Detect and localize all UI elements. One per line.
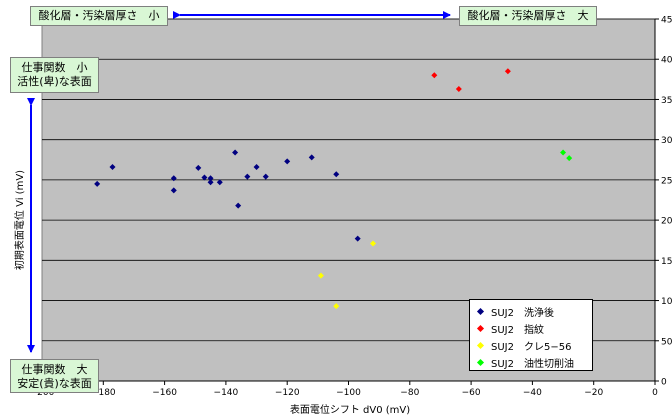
y-tick-label: 450 — [661, 16, 672, 26]
data-point-series-0 — [109, 164, 116, 171]
legend-marker-fingerprint — [476, 324, 485, 333]
data-points — [94, 68, 573, 310]
annotation-thick-layer: 酸化層・汚染層厚さ 大 — [459, 6, 597, 26]
x-axis-title: 表面電位シフト dV0 (mV) — [290, 403, 410, 416]
data-point-series-0 — [216, 179, 223, 186]
legend: SUJ2 洗浄後 SUJ2 指紋 SUJ2 クレ5−56 SUJ2 油性切削油 — [469, 299, 593, 371]
data-point-series-3 — [560, 149, 567, 156]
data-point-series-1 — [455, 85, 462, 92]
x-tick-label: 0 — [652, 388, 658, 398]
x-tick-label: −20 — [584, 388, 603, 398]
data-point-series-0 — [244, 173, 251, 180]
data-point-series-1 — [431, 72, 438, 79]
legend-label-kure556: SUJ2 クレ5−56 — [491, 342, 572, 353]
y-tick-label: 350 — [661, 96, 672, 106]
x-tick-label: −100 — [336, 388, 361, 398]
data-point-series-0 — [333, 171, 340, 178]
annotation-low-workfunction-line2: 活性(卑)な表面 — [17, 75, 92, 88]
y-tick-label: 300 — [661, 136, 672, 146]
data-point-series-0 — [94, 180, 101, 187]
legend-item-cleaned: SUJ2 洗浄後 — [476, 303, 592, 320]
data-point-series-0 — [201, 174, 208, 181]
x-tick-label: −60 — [462, 388, 481, 398]
axes: 050100150200250300350400450−200−180−160−… — [30, 16, 672, 399]
legend-item-fingerprint: SUJ2 指紋 — [476, 320, 592, 337]
data-point-series-0 — [253, 164, 260, 171]
data-point-series-2 — [317, 272, 324, 279]
legend-label-fingerprint: SUJ2 指紋 — [491, 325, 544, 336]
data-point-series-0 — [354, 235, 361, 242]
y-tick-label: 50 — [661, 337, 672, 347]
x-tick-label: −160 — [152, 388, 177, 398]
data-point-series-0 — [195, 164, 202, 171]
legend-item-kure556: SUJ2 クレ5−56 — [476, 337, 592, 354]
data-point-series-0 — [232, 149, 239, 156]
x-tick-label: −200 — [30, 388, 55, 398]
data-point-series-0 — [170, 187, 177, 194]
data-point-series-0 — [308, 154, 315, 161]
legend-marker-cutting-oil — [476, 358, 485, 367]
x-tick-label: −180 — [91, 388, 116, 398]
data-point-series-2 — [370, 240, 377, 247]
data-point-series-2 — [333, 303, 340, 310]
x-tick-label: −40 — [523, 388, 542, 398]
y-tick-label: 100 — [661, 297, 672, 307]
annotation-low-workfunction: 仕事関数 小 活性(卑)な表面 — [10, 57, 99, 93]
y-tick-label: 250 — [661, 176, 672, 186]
data-point-series-0 — [207, 175, 214, 182]
annotation-high-workfunction-line2: 安定(貴)な表面 — [17, 377, 92, 390]
legend-marker-cleaned — [476, 307, 485, 316]
y-tick-label: 0 — [661, 378, 667, 388]
y-axis-title: 初期表面電位 Vi (mV) — [13, 170, 26, 270]
annotation-thin-layer: 酸化層・汚染層厚さ 小 — [30, 6, 168, 26]
legend-label-cutting-oil: SUJ2 油性切削油 — [491, 359, 574, 370]
y-tick-label: 400 — [661, 56, 672, 66]
data-point-series-0 — [284, 158, 291, 165]
annotation-high-workfunction-line1: 仕事関数 大 — [21, 363, 88, 376]
x-tick-label: −80 — [400, 388, 419, 398]
y-tick-label: 200 — [661, 217, 672, 227]
data-point-series-1 — [504, 68, 511, 75]
data-point-series-3 — [566, 155, 573, 162]
legend-item-cutting-oil: SUJ2 油性切削油 — [476, 354, 592, 371]
annotation-low-workfunction-line1: 仕事関数 小 — [21, 61, 88, 74]
y-tick-label: 150 — [661, 257, 672, 267]
data-point-series-0 — [262, 173, 269, 180]
x-tick-label: −120 — [275, 388, 300, 398]
annotation-high-workfunction: 仕事関数 大 安定(貴)な表面 — [10, 359, 99, 393]
data-point-series-0 — [207, 179, 214, 186]
legend-label-cleaned: SUJ2 洗浄後 — [491, 308, 554, 319]
data-point-series-0 — [170, 175, 177, 182]
x-tick-label: −140 — [214, 388, 239, 398]
data-point-series-0 — [235, 202, 242, 209]
legend-marker-kure556 — [476, 341, 485, 350]
